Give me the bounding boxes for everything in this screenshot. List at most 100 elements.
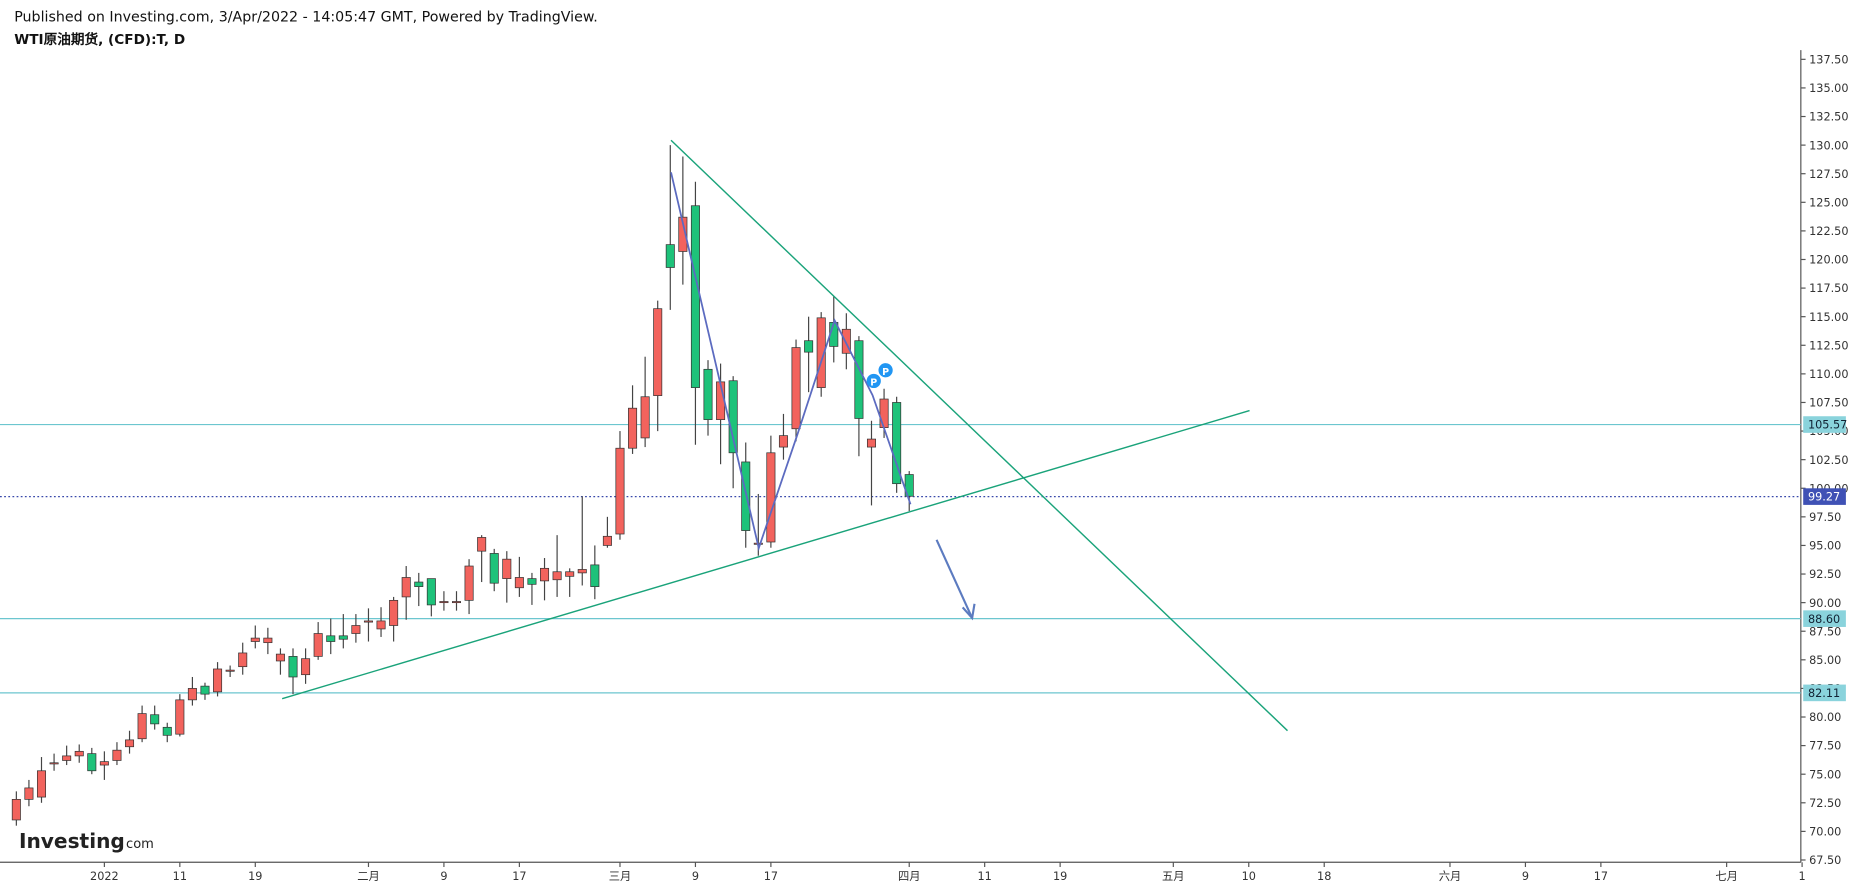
y-tick-label: 80.00: [1809, 711, 1841, 724]
x-tick-label: 17: [764, 870, 778, 883]
y-tick-label: 110.00: [1809, 368, 1848, 381]
wave-path: [670, 172, 912, 552]
candle-body: [99, 761, 109, 766]
candle-body: [502, 558, 512, 579]
candle-body: [376, 620, 386, 630]
forecast-arrow-head: [961, 603, 976, 621]
y-tick-label: 107.50: [1809, 397, 1848, 410]
x-tick-label: 17: [512, 870, 526, 883]
candle-body: [338, 635, 348, 640]
x-tick-label: 11: [978, 870, 992, 883]
support-trendline: [281, 409, 1250, 700]
y-tick-label: 92.50: [1809, 568, 1841, 581]
resistance-trendline: [670, 139, 1288, 732]
p-marker: [878, 363, 893, 378]
candle-body: [628, 407, 638, 449]
candle-body: [904, 474, 914, 497]
y-tick-label: 90.00: [1809, 597, 1841, 610]
candle-body: [326, 635, 336, 642]
x-tick-label: 9: [692, 870, 699, 883]
level-tag: [1803, 416, 1846, 433]
x-tick-label: 11: [173, 870, 187, 883]
forecast-arrow: [935, 539, 974, 619]
plot-area: 67.5070.0072.5075.0077.5080.0082.5085.00…: [0, 53, 1849, 883]
candle-body: [514, 577, 524, 589]
logo-main: Investing: [19, 829, 125, 853]
candle-body: [527, 578, 537, 585]
y-tick-label: 95.00: [1809, 540, 1841, 553]
candle-body: [162, 726, 172, 736]
logo-suffix: com: [126, 837, 154, 852]
y-tick-label: 87.50: [1809, 625, 1841, 638]
candle-body: [615, 447, 625, 535]
x-tick-label: 二月: [357, 870, 380, 883]
published-note: Published on Investing.com, 3/Apr/2022 -…: [14, 10, 597, 26]
candle-body: [766, 452, 776, 543]
candle-body: [187, 688, 197, 701]
x-tick-label: 18: [1317, 870, 1331, 883]
x-tick-label: 17: [1594, 870, 1608, 883]
candle-body: [703, 368, 713, 420]
level-label: 82.11: [1808, 687, 1840, 700]
y-tick-label: 125.00: [1809, 196, 1848, 209]
y-tick-label: 127.50: [1809, 168, 1848, 181]
candle-body: [602, 535, 612, 546]
x-tick-label: 1: [1799, 870, 1806, 883]
candle-body: [24, 787, 34, 800]
candle-body: [464, 565, 474, 601]
logo: Investingcom: [19, 829, 154, 853]
candle-body: [263, 637, 273, 644]
candle-body: [301, 658, 311, 676]
candle-body: [728, 380, 738, 454]
y-tick-label: 135.00: [1809, 82, 1848, 95]
candle-body: [175, 699, 185, 735]
candle-body: [640, 396, 650, 439]
candle-body: [552, 571, 562, 581]
y-tick-label: 75.00: [1809, 768, 1841, 781]
level-tag: [1803, 684, 1846, 702]
candle-body: [816, 317, 826, 388]
y-tick-label: 137.50: [1809, 53, 1848, 66]
symbol-title: WTI原油期货, (CFD):T, D: [14, 31, 185, 48]
y-tick-label: 102.50: [1809, 454, 1848, 467]
level-tag: [1803, 610, 1846, 627]
x-tick-label: 七月: [1715, 870, 1738, 883]
candle-body: [653, 308, 663, 396]
y-tick-label: 117.50: [1809, 282, 1848, 295]
candle-body: [313, 633, 323, 657]
candle-body: [238, 652, 248, 668]
candle-body: [414, 581, 424, 587]
x-tick-label: 19: [1053, 870, 1067, 883]
level-label: 88.60: [1808, 613, 1840, 626]
candle-body: [112, 749, 122, 761]
y-tick-label: 120.00: [1809, 254, 1848, 267]
y-tick-label: 122.50: [1809, 225, 1848, 238]
y-tick-label: 67.50: [1809, 854, 1841, 867]
candle-body: [225, 669, 235, 672]
candle-body: [200, 685, 210, 695]
x-tick-label: 9: [440, 870, 447, 883]
x-tick-label: 六月: [1439, 870, 1462, 883]
candle-body: [250, 637, 260, 642]
y-tick-label: 97.50: [1809, 511, 1841, 524]
candle-body: [11, 799, 21, 821]
drawings: P P: [281, 139, 1288, 732]
y-tick-label: 77.50: [1809, 740, 1841, 753]
candle-body: [665, 244, 675, 268]
candle-body: [351, 625, 361, 634]
p-marker: [866, 373, 881, 389]
candle-body: [565, 571, 575, 577]
candle-body: [87, 753, 97, 772]
y-tick-label: 132.50: [1809, 111, 1848, 124]
last-price-label: 99.27: [1808, 491, 1840, 504]
x-tick-label: 四月: [898, 870, 921, 883]
candle-body: [678, 216, 688, 252]
candle-body: [62, 755, 72, 761]
y-tick-label: 70.00: [1809, 826, 1841, 839]
candle-body: [791, 347, 801, 430]
candle-body: [540, 567, 550, 582]
y-tick-label: 112.50: [1809, 339, 1848, 352]
candle-body: [778, 435, 788, 448]
